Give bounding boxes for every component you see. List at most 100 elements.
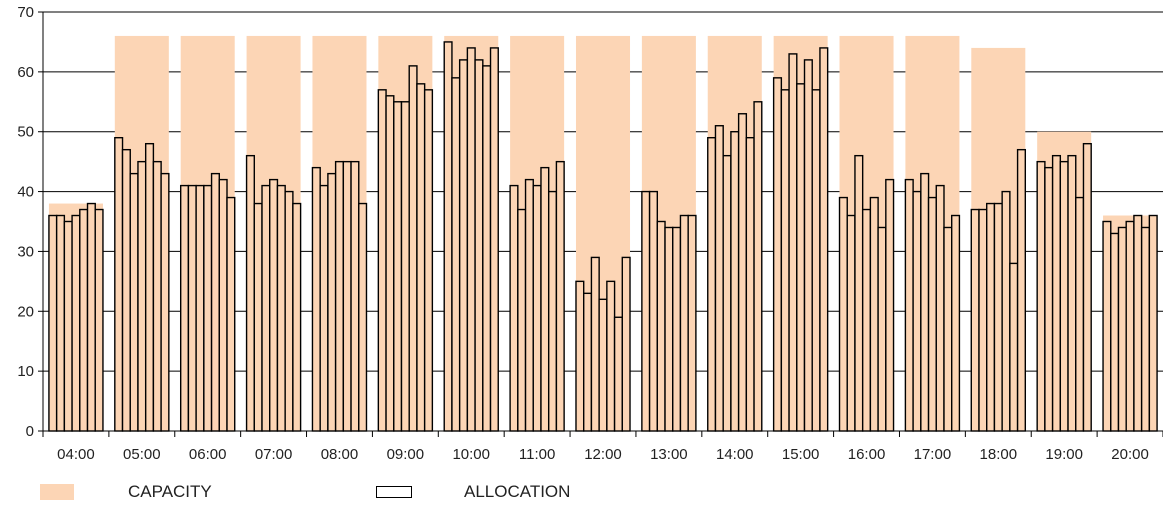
allocation-bar xyxy=(474,59,484,432)
allocation-bar xyxy=(575,280,585,432)
tick-labels: 0 10 20 30 40 50 60 70 04:00 05:00 06:00 07:00 08:00… xyxy=(17,4,1149,463)
allocation-bar xyxy=(1001,190,1011,432)
allocation-bar xyxy=(877,226,887,432)
allocation-bar xyxy=(218,178,228,432)
allocation-bar xyxy=(1016,148,1027,432)
axes xyxy=(38,11,1163,437)
x-tick-label: 12:00 xyxy=(584,446,622,463)
x-tick-label: 17:00 xyxy=(914,446,952,463)
allocation-bar xyxy=(714,125,724,432)
allocation-bar xyxy=(986,202,996,432)
allocation-bar xyxy=(1110,232,1120,432)
allocation-bar xyxy=(261,184,271,432)
allocation-bar xyxy=(920,172,930,432)
allocation-bar xyxy=(687,214,697,432)
y-tick-label: 70 xyxy=(17,4,34,21)
allocation-bar xyxy=(210,172,220,432)
allocation-bar xyxy=(927,196,937,432)
allocation-bar xyxy=(466,47,476,432)
allocation-bar xyxy=(195,184,205,432)
allocation-bar xyxy=(517,208,527,432)
allocation-bar xyxy=(48,214,58,432)
allocation-bar xyxy=(803,59,813,432)
allocation-bar xyxy=(819,47,829,432)
allocation-bar xyxy=(951,214,961,432)
allocation-bar xyxy=(509,184,519,432)
allocation-bar xyxy=(796,83,806,432)
allocation-bar xyxy=(385,95,395,432)
allocation-bar xyxy=(400,101,410,432)
allocation-bar xyxy=(679,214,689,432)
allocation-bar xyxy=(160,172,170,432)
allocation-bar xyxy=(129,172,139,432)
allocation-bar xyxy=(253,202,263,432)
x-tick-label: 05:00 xyxy=(123,446,161,463)
allocation-bar xyxy=(943,226,953,432)
allocation-bar xyxy=(245,154,255,432)
allocation-bar xyxy=(451,77,461,432)
allocation-bar xyxy=(854,154,864,432)
allocation-bar xyxy=(935,184,945,432)
legend-capacity: CAPACITY xyxy=(40,480,212,504)
y-tick-label: 60 xyxy=(17,64,34,81)
allocation-bar xyxy=(993,202,1003,432)
allocation-bar xyxy=(1117,226,1127,432)
allocation-bar xyxy=(772,77,783,432)
allocation-bar xyxy=(311,166,321,432)
x-tick-label: 20:00 xyxy=(1111,446,1149,463)
allocation-bar xyxy=(187,184,197,432)
allocation-bar xyxy=(524,178,534,432)
allocation-bar xyxy=(269,178,279,432)
allocation-bar xyxy=(1059,160,1069,432)
allocation-bar xyxy=(606,280,616,432)
allocation-bar xyxy=(656,220,666,432)
allocation-bar xyxy=(226,196,236,432)
x-tick-label: 18:00 xyxy=(980,446,1018,463)
allocation-bar xyxy=(443,41,453,432)
x-tick-label: 06:00 xyxy=(189,446,227,463)
allocation-bar xyxy=(144,142,155,432)
allocation-bar xyxy=(1067,154,1077,432)
x-tick-label: 13:00 xyxy=(650,446,688,463)
allocation-bar xyxy=(377,89,387,432)
allocation-bar xyxy=(811,89,821,432)
allocation-bar xyxy=(1075,196,1085,432)
allocation-bar xyxy=(1082,142,1092,432)
x-tick-label: 14:00 xyxy=(716,446,754,463)
allocation-bar xyxy=(648,190,659,432)
y-tick-label: 50 xyxy=(17,124,34,141)
allocation-bar xyxy=(179,184,190,432)
allocation-bar xyxy=(482,65,492,432)
allocation-bar xyxy=(137,160,147,432)
allocation-bar xyxy=(745,136,755,432)
allocation-bar xyxy=(94,208,104,432)
allocation-bar xyxy=(641,190,651,432)
x-tick-label: 16:00 xyxy=(848,446,886,463)
allocation-bar xyxy=(598,298,608,432)
allocation-bar xyxy=(319,184,329,432)
allocation-bar xyxy=(114,136,124,432)
allocation-bar xyxy=(416,83,426,432)
allocation-bar xyxy=(869,196,879,432)
allocation-bar xyxy=(838,196,848,432)
allocation-bar xyxy=(334,160,345,432)
y-tick-label: 10 xyxy=(17,363,34,380)
allocation-bar xyxy=(780,89,790,432)
allocation-bar xyxy=(423,89,434,432)
allocation-bar xyxy=(121,148,131,432)
allocation-bar xyxy=(1133,214,1143,432)
allocation-bar xyxy=(1051,154,1062,432)
allocation-bar xyxy=(408,65,418,432)
x-tick-label: 10:00 xyxy=(452,446,490,463)
allocation-bar xyxy=(1044,166,1054,432)
allocation-bar xyxy=(1102,220,1112,432)
capacity-legend-label: CAPACITY xyxy=(128,482,212,501)
allocation-bar xyxy=(532,184,542,432)
chart: 0 10 20 30 40 50 60 70 04:00 05:00 06:00 07:00 08:00… xyxy=(17,4,1163,463)
x-tick-label: 11:00 xyxy=(519,446,555,463)
allocation-bar xyxy=(540,166,550,432)
allocation-bar xyxy=(621,256,631,432)
allocation-bar xyxy=(358,202,368,432)
x-tick-label: 04:00 xyxy=(57,446,95,463)
x-tick-label: 15:00 xyxy=(782,446,820,463)
